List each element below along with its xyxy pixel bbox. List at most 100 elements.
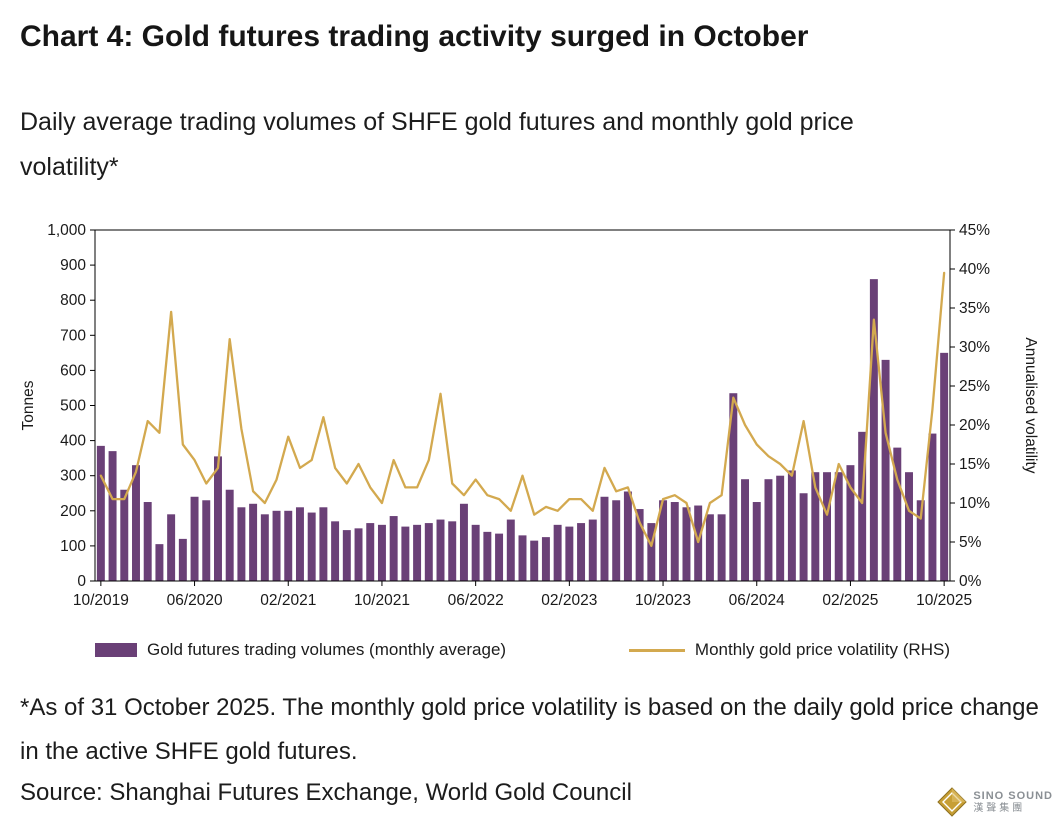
svg-text:45%: 45% (959, 222, 990, 239)
volume-bar (612, 500, 621, 581)
svg-text:1,000: 1,000 (47, 222, 86, 239)
volume-bar (389, 516, 398, 581)
volume-bar (752, 502, 761, 581)
svg-text:35%: 35% (959, 300, 990, 317)
volume-bar (401, 526, 410, 581)
volume-bar (553, 524, 562, 581)
volume-bar (143, 502, 152, 581)
page-title: Chart 4: Gold futures trading activity s… (20, 20, 809, 53)
svg-text:10/2023: 10/2023 (635, 592, 691, 609)
volume-bar (670, 502, 679, 581)
svg-text:10%: 10% (959, 495, 990, 512)
chart-subtitle: Daily average trading volumes of SHFE go… (20, 108, 854, 181)
svg-text:25%: 25% (959, 378, 990, 395)
volume-bar (307, 512, 316, 581)
volume-bar (659, 500, 668, 581)
svg-text:300: 300 (60, 468, 86, 485)
volume-bar (741, 479, 750, 581)
chart-area: 0 100 200 300 400 500 600 700 800 900 1,000 0% 5% 10%… (0, 213, 1061, 613)
volume-bars (96, 279, 949, 582)
svg-text:06/2020: 06/2020 (167, 592, 223, 609)
volume-bar (424, 523, 433, 581)
volume-bar (518, 535, 527, 581)
volume-bar (846, 465, 855, 581)
diamond-icon (937, 787, 968, 817)
volume-bar (108, 451, 117, 581)
svg-text:02/2021: 02/2021 (260, 592, 316, 609)
svg-text:100: 100 (60, 538, 86, 555)
volume-bar (495, 533, 504, 581)
svg-text:800: 800 (60, 292, 86, 309)
svg-text:0: 0 (77, 573, 86, 590)
volume-bar (694, 505, 703, 581)
volume-bar (858, 431, 867, 581)
chart-canvas: 0 100 200 300 400 500 600 700 800 900 1,000 0% 5% 10%… (20, 222, 1039, 609)
svg-text:40%: 40% (959, 261, 990, 278)
svg-text:200: 200 (60, 503, 86, 520)
volume-bar (940, 352, 949, 581)
volume-bar (366, 523, 375, 581)
volume-bar (295, 507, 304, 581)
svg-text:02/2023: 02/2023 (541, 592, 597, 609)
volume-bar (635, 509, 644, 581)
svg-text:700: 700 (60, 327, 86, 344)
volume-bar (729, 393, 738, 581)
volume-bar (167, 514, 176, 581)
volume-bar (471, 524, 480, 581)
volume-bar (506, 519, 515, 581)
volume-bar (354, 528, 363, 581)
volume-bar (132, 465, 140, 581)
svg-text:500: 500 (60, 398, 86, 415)
volume-bar (881, 359, 890, 581)
svg-text:0%: 0% (959, 573, 982, 590)
svg-text:10/2025: 10/2025 (916, 592, 972, 609)
volume-bar (588, 519, 597, 581)
bar-swatch-icon (95, 643, 137, 657)
right-axis-title: Annualised volatility (1022, 337, 1039, 473)
legend-item-volatility: Monthly gold price volatility (RHS) (628, 640, 950, 660)
volume-bar (319, 507, 328, 581)
watermark-logo: SINO SOUND 漢聲集團 (937, 787, 1053, 817)
volume-bar (799, 493, 808, 581)
volume-bar (705, 514, 714, 581)
svg-text:30%: 30% (959, 339, 990, 356)
volume-bar (459, 503, 468, 581)
volume-bar (377, 524, 386, 581)
svg-text:10/2019: 10/2019 (73, 592, 129, 609)
footnote: *As of 31 October 2025. The monthly gold… (20, 694, 1039, 766)
legend-label-volumes: Gold futures trading volumes (monthly av… (147, 640, 507, 659)
volume-bar (483, 531, 492, 581)
volume-bar (623, 491, 632, 581)
watermark-cn: 漢聲集團 (973, 802, 1026, 814)
volume-bar (249, 503, 258, 581)
volume-bar (787, 470, 796, 581)
volume-bar (178, 538, 187, 581)
volume-bar (260, 514, 269, 581)
line-swatch-icon (628, 648, 685, 652)
volume-bar (577, 523, 586, 581)
legend-item-volumes: Gold futures trading volumes (monthly av… (95, 640, 506, 660)
volume-bar (96, 445, 105, 581)
volume-bar (893, 447, 902, 581)
volume-bar (120, 489, 129, 581)
volume-bar (530, 540, 539, 581)
volume-bar (717, 514, 726, 581)
svg-text:5%: 5% (959, 534, 982, 551)
volume-bar (214, 456, 222, 581)
watermark-en: SINO SOUND (973, 789, 1053, 802)
volume-bar (202, 500, 211, 581)
svg-text:10/2021: 10/2021 (354, 592, 410, 609)
axis-ticks: 0 100 200 300 400 500 600 700 800 900 1,000 0% 5% 10%… (47, 222, 990, 609)
volume-bar (682, 507, 691, 581)
volume-bar (764, 479, 773, 581)
volume-bar (225, 489, 234, 581)
volume-bar (776, 475, 785, 581)
legend-label-volatility: Monthly gold price volatility (RHS) (694, 640, 950, 659)
volume-bar (928, 433, 937, 581)
svg-text:900: 900 (60, 257, 86, 274)
volume-bar (869, 279, 878, 581)
volume-bar (647, 523, 656, 581)
volume-bar (541, 537, 550, 582)
volume-bar (284, 510, 293, 581)
